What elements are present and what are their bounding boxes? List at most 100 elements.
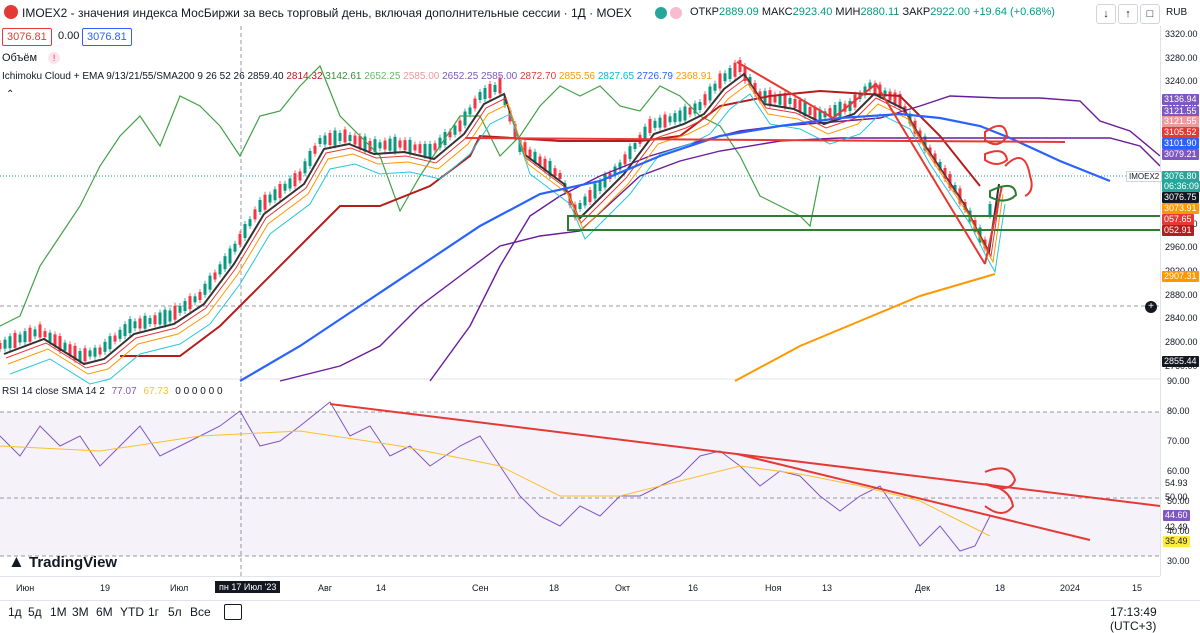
ichimoku-value: 2855.56	[556, 71, 596, 82]
ichimoku-value: 2859.40	[247, 71, 284, 82]
main-chart[interactable]	[0, 26, 1160, 576]
kijun-sen-line	[120, 89, 981, 357]
timeframe-button[interactable]: 5л	[168, 605, 182, 619]
ichimoku-value: 2814.32	[283, 71, 323, 82]
rsi-tick-label: 60.00	[1167, 466, 1190, 476]
ichimoku-value: 2726.79	[634, 71, 673, 82]
symbol-flag-icon	[4, 5, 18, 19]
ichimoku-value: 2652.25	[361, 71, 401, 82]
price-tag: 06:36:09	[1162, 181, 1200, 192]
ichimoku-cloud-upper	[429, 95, 1160, 382]
price-tag: 3121.55	[1162, 116, 1199, 127]
price-tick-label: 3240.00	[1165, 76, 1198, 87]
time-tick-label: Ноя	[765, 583, 782, 593]
currency-label[interactable]: RUB	[1166, 7, 1188, 18]
tradingview-logo: ▲ TradingView	[8, 552, 118, 571]
sma200-line	[734, 273, 996, 382]
price-tag: 2855.44	[1162, 356, 1199, 367]
time-tick-label: Дек	[915, 583, 931, 593]
plus-icon[interactable]: +	[1145, 301, 1157, 313]
warning-icon[interactable]: !	[48, 52, 61, 64]
drawn-rsi-circles	[984, 467, 1017, 514]
price-tag: 3073.91	[1162, 203, 1199, 214]
symbol-title[interactable]: IMOEX2 - значения индекса МосБиржи за ве…	[22, 6, 632, 20]
time-tick-label: Июл	[170, 583, 189, 593]
price-tick-label: 3320.00	[1165, 29, 1198, 39]
price-axis[interactable]: 3320.003280.003240.003200.003160.003120.…	[1160, 26, 1200, 576]
price-tick-label: 2840.00	[1165, 313, 1198, 324]
timeframe-button[interactable]: Все	[190, 605, 211, 619]
price-tag: 3121.55	[1162, 106, 1199, 117]
drawn-arrow-curve	[1004, 157, 1033, 197]
rsi-tag: 35.49	[1163, 536, 1190, 547]
ema13-line	[7, 83, 1004, 375]
price-tag: 057.65	[1162, 214, 1194, 225]
price-tag: 3076.80	[1162, 171, 1199, 182]
alert-status-icon[interactable]	[670, 7, 682, 19]
chevron-up-icon[interactable]: ↑	[1118, 4, 1138, 24]
rsi-trendline-2	[736, 453, 1091, 541]
time-tick-label: 13	[822, 583, 833, 593]
support-zone-rectangle	[567, 215, 1160, 231]
time-tick-label: 2024	[1060, 583, 1081, 593]
symbol-tag: IMOEX2	[1126, 171, 1163, 182]
rsi-tag: 42.49	[1165, 522, 1188, 532]
drawn-trend-lines	[736, 61, 986, 265]
ichimoku-value: 2368.91	[672, 71, 712, 82]
ema55-line	[239, 112, 1111, 382]
ichimoku-indicator-label[interactable]: Ichimoku Cloud + EMA 9/13/21/55/SMA200 9…	[2, 71, 712, 82]
ichimoku-value: 2585.00	[478, 71, 518, 82]
price-tick-label: 3200.00	[1165, 100, 1198, 110]
market-status-icon[interactable]	[655, 7, 667, 19]
time-tick-label: 18	[995, 583, 1006, 593]
rsi-indicator-label[interactable]: RSI 14 close SMA 14 2 77.07 67.73 0 0 0 …	[2, 386, 223, 397]
price-tag: 3079.21	[1162, 149, 1199, 160]
rsi-tick-label: 50.00	[1167, 496, 1190, 506]
calendar-icon[interactable]	[224, 604, 242, 620]
chevron-down-icon[interactable]: ↓	[1096, 4, 1116, 24]
price-tag: 3076.75	[1162, 192, 1199, 203]
ichimoku-cloud-lower	[279, 137, 1160, 382]
ema21-line	[9, 93, 1006, 385]
timeframe-button[interactable]: 1г	[148, 605, 160, 619]
drawn-circle-1	[984, 125, 1009, 146]
time-tick-label: 16	[688, 583, 699, 593]
rsi-tag: 54.93	[1165, 478, 1188, 488]
ichimoku-value: 2872.70	[517, 71, 557, 82]
time-tick-label: Сен	[472, 583, 489, 593]
time-axis[interactable]: Июн 19 Июл пн 17 Июл '23 Авг 14 Сен 18 Окт 16 Ноя 1…	[0, 576, 1160, 601]
spread-value: 0.00	[58, 30, 80, 42]
timeframe-button[interactable]: 1д	[8, 605, 22, 619]
candle	[0, 343, 2, 349]
drawn-circle-2	[984, 150, 1009, 165]
time-tick-label: Июн	[16, 583, 35, 593]
price-tick-label: 2800.00	[1165, 337, 1198, 348]
sell-price-button[interactable]: 3076.81	[2, 28, 52, 46]
rsi-tick-label: 40.00	[1167, 526, 1190, 536]
rsi-tick-label: 80.00	[1167, 406, 1190, 416]
resistance-line	[464, 137, 1066, 143]
timeframe-button[interactable]: 1М	[50, 605, 67, 619]
volume-indicator-label[interactable]: Объём !	[2, 52, 61, 64]
time-tick-label: 14	[376, 583, 387, 593]
time-tick-label: 15	[1132, 583, 1143, 593]
clock-label[interactable]: 17:13:49 (UTC+3)	[1110, 605, 1157, 633]
buy-price-button[interactable]: 3076.81	[82, 28, 132, 46]
ichimoku-value: 3142.61	[322, 71, 362, 82]
price-tick-label: 3280.00	[1165, 52, 1198, 63]
bottom-toolbar: 1д 5д 1М 3М 6М YTD 1г 5л Все 17:13:49 (UTC+3)	[0, 600, 1200, 633]
timeframe-button[interactable]: YTD	[120, 605, 144, 619]
ichimoku-value: 2827.65	[595, 71, 635, 82]
timeframe-button[interactable]: 6М	[96, 605, 113, 619]
price-tick-label: 2880.00	[1165, 289, 1198, 300]
drawn-green-circle	[989, 184, 1018, 202]
timeframe-button[interactable]: 3М	[72, 605, 89, 619]
time-tick-label: 19	[100, 583, 111, 593]
chart-header: IMOEX2 - значения индекса МосБиржи за ве…	[0, 0, 1200, 26]
timeframe-button[interactable]: 5д	[28, 605, 42, 619]
collapse-chevron-icon[interactable]: ⌃	[6, 89, 15, 100]
rsi-tick-label: 70.00	[1167, 436, 1190, 446]
rsi-sma-line	[0, 430, 991, 537]
maximize-icon[interactable]: □	[1140, 4, 1160, 24]
rsi-tag: 44.60	[1163, 510, 1190, 521]
